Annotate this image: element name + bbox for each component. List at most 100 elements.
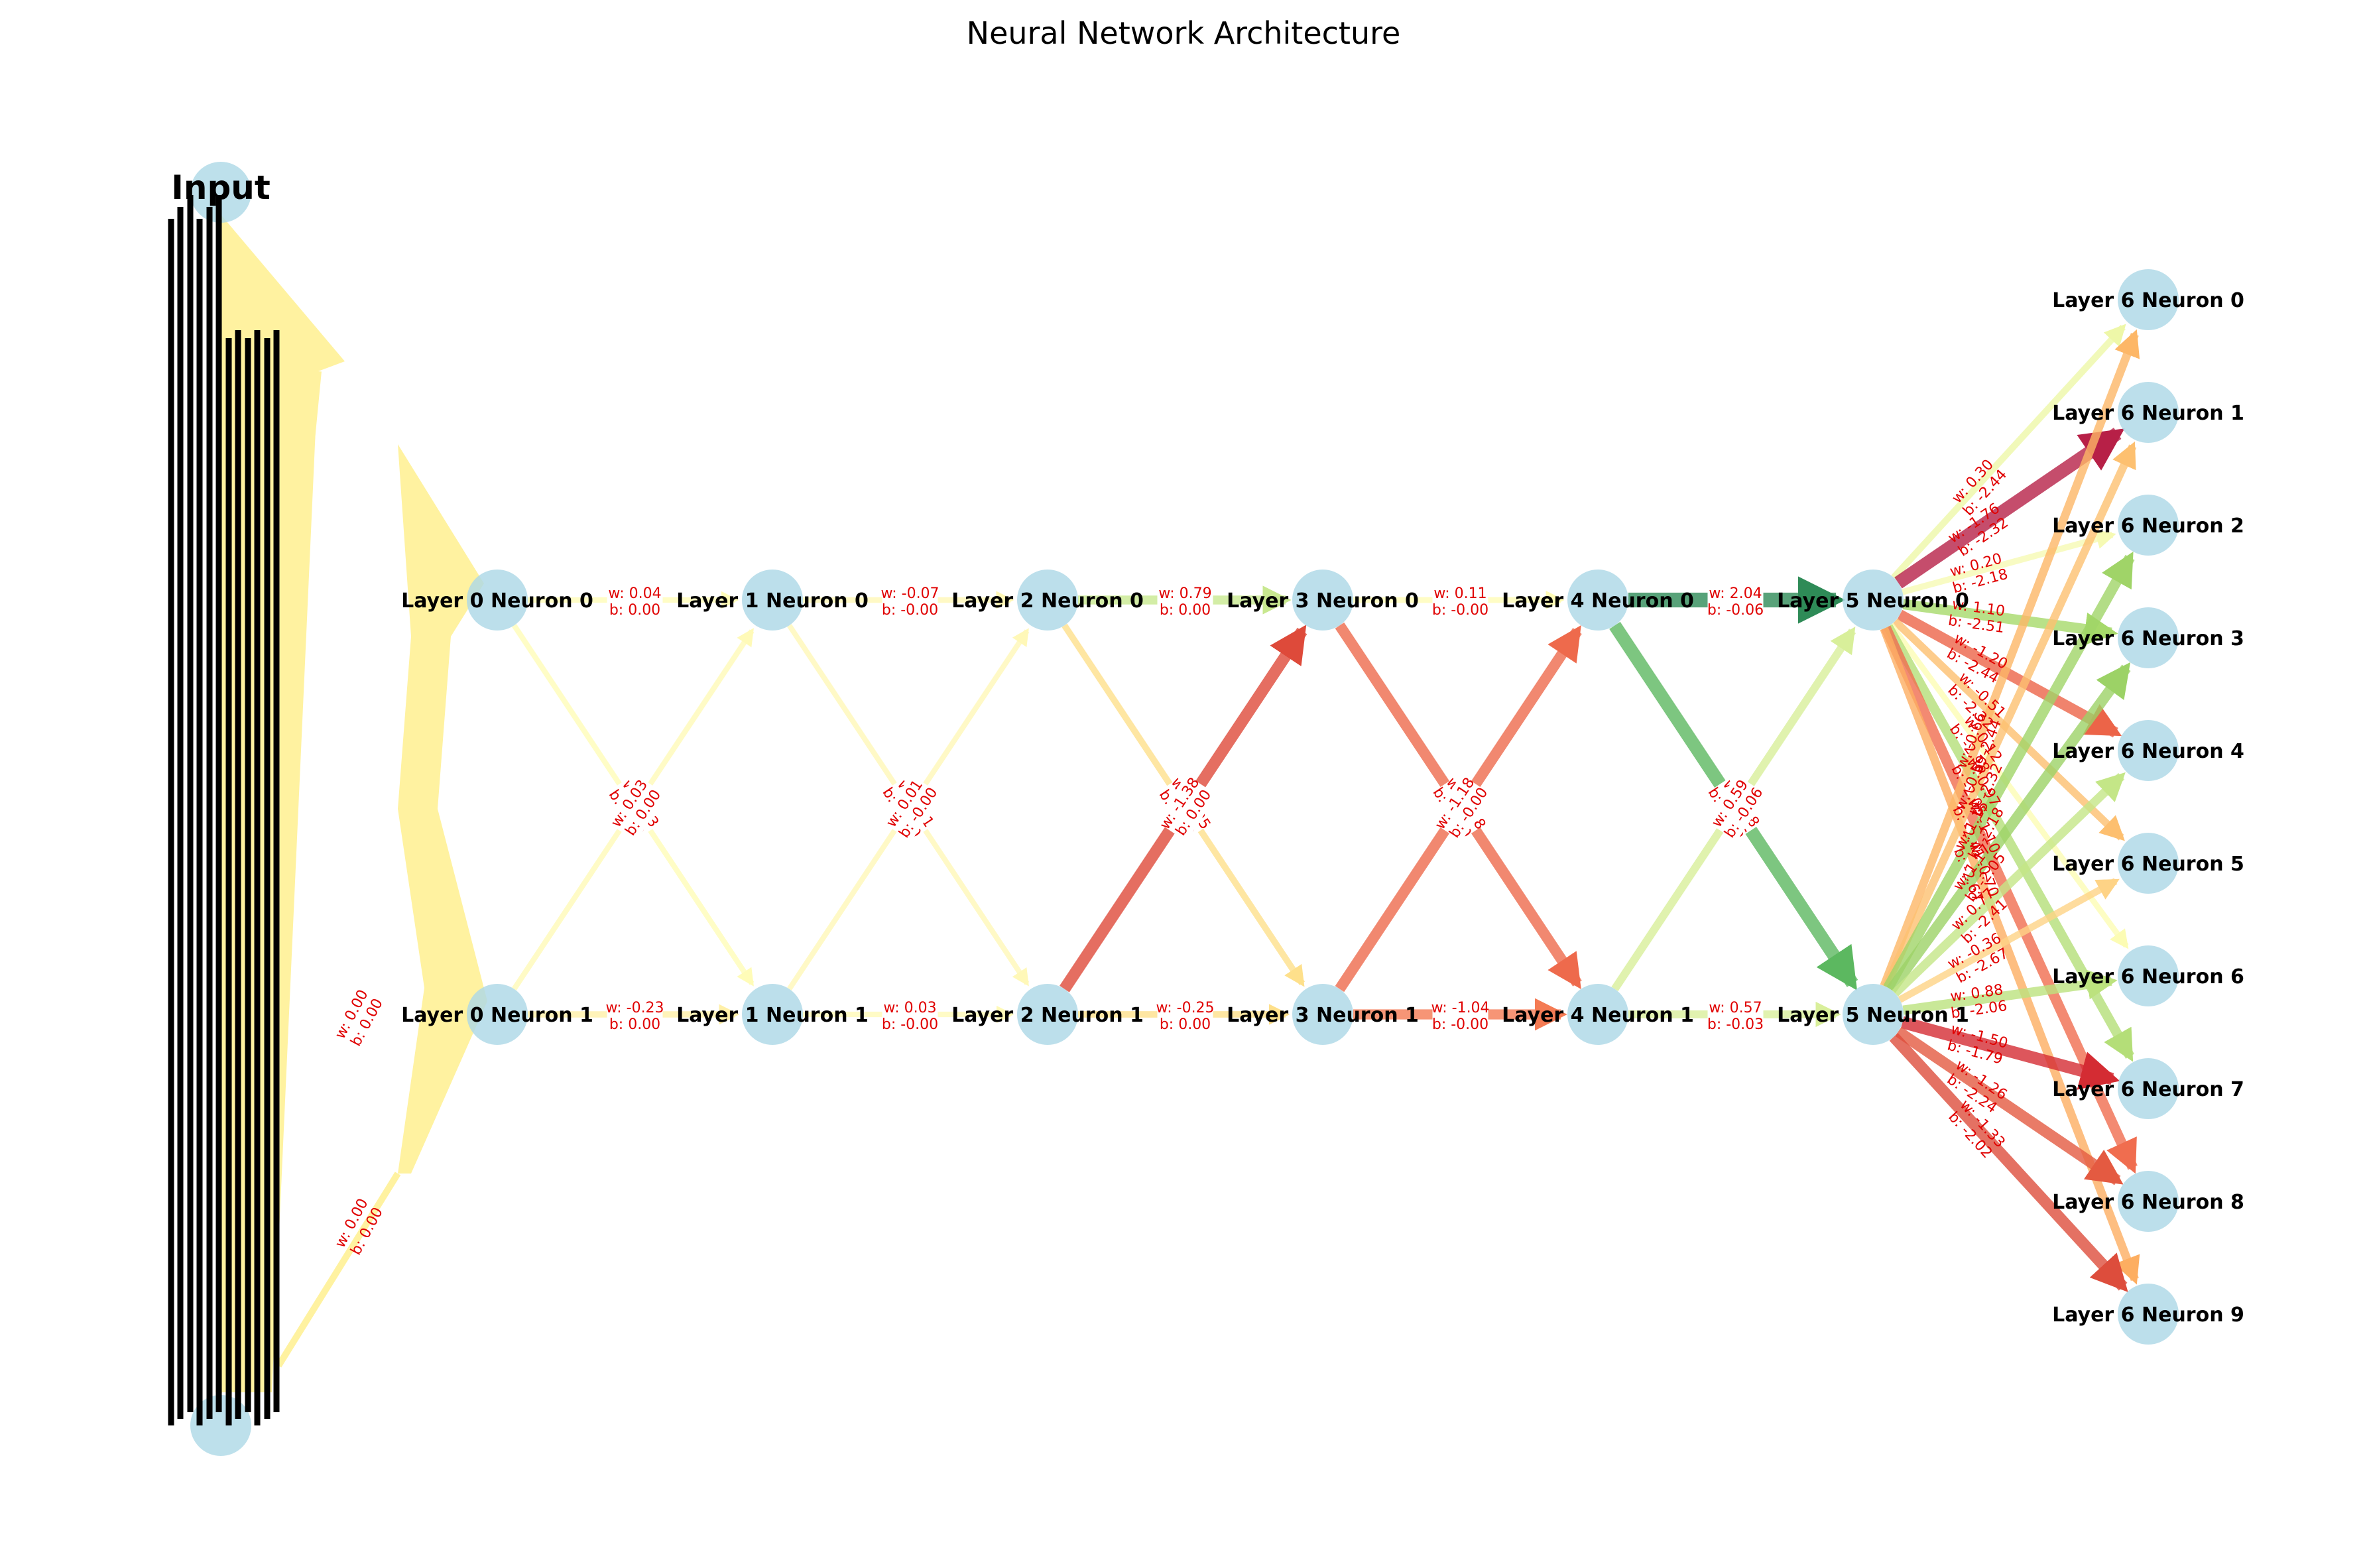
- node-layer-6-neuron-4: [2118, 720, 2179, 781]
- node-label-layer-0-neuron-1: Layer 0 Neuron 1: [401, 1004, 593, 1027]
- edge-5-1-to-6-9: [1889, 1033, 2128, 1292]
- edge-5-0-to-6-5: [1892, 618, 2125, 841]
- node-layer-5-neuron-1: [1843, 984, 1904, 1045]
- input-layer: Input: [168, 162, 280, 1456]
- edge-5-0-to-6-2: [1902, 529, 2116, 595]
- node-layer-1-neuron-0: [742, 570, 803, 631]
- input-edge-label: w: 0.00b: 0.00: [332, 987, 387, 1049]
- edge-label-box: [1707, 583, 1764, 620]
- edge-label-box: [1432, 583, 1488, 620]
- edge-weight: w: 0.11: [1433, 585, 1487, 602]
- edge-label: w: 0.79b: 0.00: [1157, 583, 1213, 620]
- edge-label: w: -1.38b: 0.00: [1155, 774, 1217, 842]
- node-layer-6-neuron-0: [2118, 269, 2179, 330]
- node-label-layer-4-neuron-1: Layer 4 Neuron 1: [1502, 1004, 1694, 1027]
- node-label-layer-4-neuron-0: Layer 4 Neuron 0: [1502, 589, 1694, 613]
- edge-weight: w: 0.04: [608, 585, 661, 602]
- edge-5-0-to-6-0: [1891, 324, 2126, 580]
- input-label: Input: [171, 168, 271, 207]
- edge-label-box: [607, 583, 663, 620]
- edge-bias: b: -0.06: [1707, 602, 1764, 619]
- node-layer-6-neuron-6: [2118, 945, 2179, 1006]
- node-label-layer-6-neuron-5: Layer 6 Neuron 5: [2052, 853, 2244, 876]
- edge-5-1-to-6-6: [1902, 969, 2118, 1015]
- node-label-layer-1-neuron-0: Layer 1 Neuron 0: [676, 589, 869, 613]
- node-label-layer-2-neuron-0: Layer 2 Neuron 0: [951, 589, 1144, 613]
- node-label-layer-0-neuron-0: Layer 0 Neuron 0: [401, 589, 593, 613]
- edge-weight: w: 2.04: [1709, 585, 1762, 602]
- edge-weight: w: 0.79: [1158, 585, 1211, 602]
- edge-label-box: [880, 774, 942, 842]
- edge-bias: b: -0.03: [1707, 1016, 1764, 1033]
- edge-bias: b: -0.00: [1432, 1016, 1488, 1033]
- edge-label-box: [882, 997, 938, 1034]
- edge-label: w: -1.04b: -0.00: [1431, 997, 1490, 1034]
- edge-label: w: 0.03b: 0.00: [605, 774, 667, 842]
- node-layer-6-neuron-7: [2118, 1058, 2179, 1119]
- edge-weight: w: -0.07: [880, 585, 939, 602]
- edge-label: w: -0.07b: -0.00: [880, 583, 940, 620]
- node-layer-3-neuron-0: [1292, 570, 1353, 631]
- edge-label-box: [1430, 774, 1492, 842]
- edge-bias: b: -0.00: [1432, 602, 1488, 619]
- edge-label-box: [1432, 997, 1488, 1034]
- edge-5-1-to-6-5: [1898, 878, 2120, 1003]
- node-label-layer-2-neuron-1: Layer 2 Neuron 1: [951, 1004, 1144, 1027]
- edge-label: w: 0.04b: 0.00: [607, 583, 663, 620]
- edge-5-0-to-6-1: [1894, 428, 2125, 589]
- edge-label: w: -0.23b: 0.00: [605, 997, 664, 1034]
- node-layer-6-neuron-1: [2118, 382, 2179, 443]
- edge-label: w: 0.03b: -0.00: [882, 997, 938, 1034]
- edge-label-box: [1157, 583, 1213, 620]
- edge-label: w: 0.01b: -0.00: [880, 774, 942, 842]
- edge-bias: b: 0.00: [1160, 1016, 1211, 1033]
- edge-label-box: [607, 997, 663, 1034]
- edge-5-0-to-6-6: [1888, 623, 2129, 949]
- node-label-layer-6-neuron-7: Layer 6 Neuron 7: [2052, 1078, 2244, 1101]
- node-label-layer-6-neuron-2: Layer 6 Neuron 2: [2052, 514, 2244, 538]
- node-layer-6-neuron-3: [2118, 607, 2179, 668]
- edge-weight: w: 0.03: [883, 1000, 936, 1016]
- node-layer-0-neuron-0: [467, 570, 528, 631]
- edge-label-box: [1705, 774, 1768, 842]
- input-fan-lower: [398, 444, 487, 1174]
- edge-5-1-to-6-8: [1895, 1026, 2124, 1185]
- edge-bias: b: 0.00: [609, 1016, 660, 1033]
- edge-label: w: 0.11b: -0.00: [1432, 583, 1488, 620]
- node-layer-6-neuron-8: [2118, 1171, 2179, 1232]
- edges: [512, 324, 2140, 1292]
- edge-label: w: 0.57b: -0.03: [1707, 997, 1764, 1034]
- edge-weight: w: -1.04: [1431, 1000, 1489, 1016]
- node-label-layer-6-neuron-1: Layer 6 Neuron 1: [2052, 402, 2244, 425]
- node-layer-6-neuron-5: [2118, 833, 2179, 894]
- edge-label-box: [1707, 997, 1764, 1034]
- edge-labels: w: 0.00b: 0.00w: 0.00b: 0.00w: 0.04b: 0.…: [332, 456, 2012, 1258]
- node-layer-5-neuron-0: [1843, 570, 1904, 631]
- node-layer-2-neuron-0: [1017, 570, 1078, 631]
- node-layer-4-neuron-1: [1567, 984, 1628, 1045]
- edge-5-1-to-6-3: [1886, 662, 2131, 993]
- edge-weight: w: -0.25: [1156, 1000, 1214, 1016]
- node-label-layer-6-neuron-8: Layer 6 Neuron 8: [2052, 1191, 2244, 1214]
- node-label-layer-6-neuron-4: Layer 6 Neuron 4: [2052, 740, 2244, 763]
- edge-label: w: -0.25b: 0.00: [1156, 997, 1215, 1034]
- edge-label-box: [1157, 997, 1213, 1034]
- node-label-layer-6-neuron-9: Layer 6 Neuron 9: [2052, 1303, 2244, 1327]
- node-layer-2-neuron-1: [1017, 984, 1078, 1045]
- node-label-layer-3-neuron-1: Layer 3 Neuron 1: [1227, 1004, 1419, 1027]
- edge-5-1-to-6-0: [1880, 329, 2140, 988]
- diagram-title: Neural Network Architecture: [967, 15, 1401, 51]
- node-label-layer-6-neuron-6: Layer 6 Neuron 6: [2052, 965, 2244, 989]
- edge-label-box: [882, 583, 938, 620]
- edge-label-box: [605, 774, 667, 842]
- edge-bias: b: 0.00: [1160, 602, 1211, 619]
- edge-label: w: 2.04b: -0.06: [1707, 583, 1764, 620]
- node-label-layer-6-neuron-0: Layer 6 Neuron 0: [2052, 289, 2244, 312]
- edge-label-box: [1155, 774, 1217, 842]
- node-layer-0-neuron-1: [467, 984, 528, 1045]
- edge-label: w: -1.50b: -1.79: [1945, 1021, 2010, 1068]
- node-label-layer-3-neuron-0: Layer 3 Neuron 0: [1227, 589, 1419, 613]
- nodes: Layer 0 Neuron 0 Layer 0 Neuron 1 Layer 1 …: [401, 269, 2244, 1345]
- edge-bias: b: 0.00: [609, 602, 660, 619]
